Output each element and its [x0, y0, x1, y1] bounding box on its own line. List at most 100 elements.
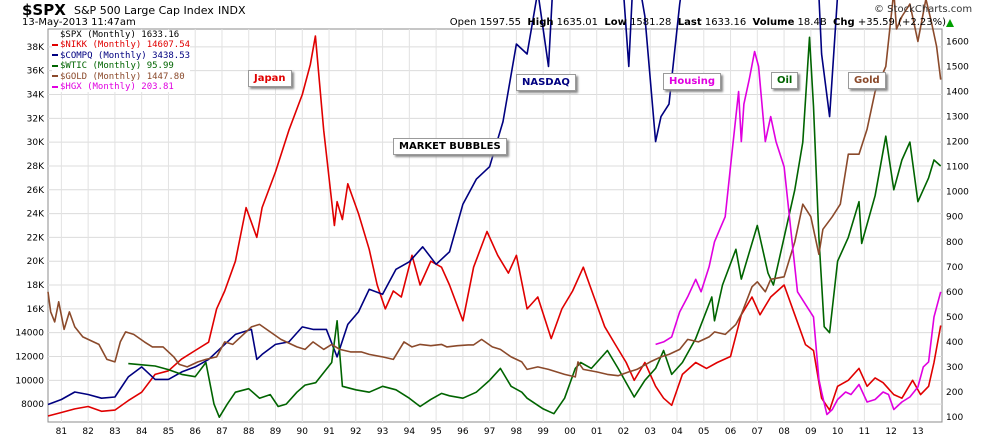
right-tick-label: 1500 [946, 63, 969, 73]
quote-line: Open 1597.55 High 1635.01 Low 1581.28 La… [450, 17, 946, 28]
open-value: 1597.55 [479, 17, 522, 28]
x-tick-label: 09 [805, 427, 817, 437]
last-value: 1633.16 [704, 17, 747, 28]
annotation-housing: Housing [663, 73, 722, 90]
ticker-name: S&P 500 Large Cap Index [74, 4, 214, 17]
left-tick-label: 16K [27, 305, 45, 315]
annotation-nasdaq: NASDAQ [516, 74, 576, 91]
x-tick-label: 86 [189, 427, 201, 437]
x-tick-label: 97 [484, 427, 495, 437]
x-tick-label: 82 [82, 427, 93, 437]
left-tick-label: 24K [27, 210, 45, 220]
left-tick-label: 28K [27, 162, 45, 172]
date-time: 13-May-2013 11:47am [22, 17, 136, 28]
annotation-japan: Japan [248, 70, 292, 87]
legend-text: $HGX (Monthly) 203.81 [60, 82, 174, 93]
legend-item-compq: $COMPQ (Monthly) 3438.53 [52, 51, 190, 61]
left-axis-ticks: 8000 10000 12000 14000 16K 18K 20K 22K 24K 26K 28K… [15, 43, 45, 410]
right-tick-label: 600 [946, 288, 963, 298]
x-tick-label: 12 [885, 427, 896, 437]
x-tick-label: 85 [163, 427, 174, 437]
series-lines [47, 0, 942, 418]
right-tick-label: 1100 [946, 163, 969, 173]
x-tick-label: 99 [537, 427, 549, 437]
legend-swatch [52, 43, 58, 46]
series-line-wtic [128, 36, 942, 418]
x-tick-label: 88 [243, 427, 255, 437]
legend-text: $NIKK (Monthly) 14607.54 [60, 40, 191, 51]
right-tick-label: 1000 [946, 188, 969, 198]
x-tick-label: 90 [297, 427, 309, 437]
grid-lines [48, 29, 942, 422]
legend-text: $SPX (Monthly) 1633.16 [60, 30, 180, 40]
chg-value: +35.59 (+2.23%) [857, 17, 946, 28]
series-line-hgx [655, 50, 942, 416]
volume-label: Volume [752, 17, 795, 28]
series-line-compq [47, 0, 839, 406]
right-tick-label: 900 [946, 213, 963, 223]
x-tick-label: 84 [136, 427, 148, 437]
high-label: High [527, 17, 554, 28]
x-tick-label: 95 [430, 427, 441, 437]
series-line-gold [47, 0, 942, 378]
x-tick-label: 05 [698, 427, 709, 437]
x-tick-label: 94 [404, 427, 416, 437]
annotation-market-bubbles: MARKET BUBBLES [393, 138, 507, 155]
x-tick-label: 06 [725, 427, 737, 437]
legend-swatch [52, 54, 58, 57]
x-tick-label: 93 [377, 427, 388, 437]
legend-text: $COMPQ (Monthly) 3438.53 [60, 50, 191, 61]
left-tick-label: 34K [27, 91, 45, 101]
up-arrow-icon [946, 19, 954, 27]
x-tick-label: 02 [618, 427, 629, 437]
legend-text: $GOLD (Monthly) 1447.80 [60, 71, 185, 82]
x-tick-label: 13 [912, 427, 923, 437]
right-tick-label: 700 [946, 263, 963, 273]
legend-swatch [52, 75, 58, 78]
legend-swatch [52, 64, 58, 67]
ticker-exchange: INDX [218, 4, 246, 17]
right-tick-label: 1200 [946, 138, 969, 148]
low-label: Low [604, 17, 627, 28]
x-tick-label: 98 [511, 427, 523, 437]
x-tick-label: 01 [591, 427, 602, 437]
x-tick-label: 11 [859, 427, 870, 437]
left-tick-label: 12000 [15, 353, 44, 363]
right-tick-label: 100 [946, 413, 963, 423]
right-tick-label: 200 [946, 388, 963, 398]
x-tick-label: 89 [270, 427, 282, 437]
x-tick-label: 07 [752, 427, 763, 437]
x-tick-label: 10 [832, 427, 844, 437]
x-tick-label: 81 [56, 427, 67, 437]
legend-item-gold: $GOLD (Monthly) 1447.80 [52, 72, 190, 82]
left-tick-label: 36K [27, 67, 45, 77]
x-tick-label: 00 [564, 427, 576, 437]
ticker-symbol: $SPX [22, 1, 66, 19]
right-tick-label: 800 [946, 238, 963, 248]
right-tick-label: 500 [946, 313, 963, 323]
x-tick-label: 92 [350, 427, 361, 437]
x-tick-label: 91 [323, 427, 334, 437]
high-value: 1635.01 [556, 17, 599, 28]
chg-label: Chg [833, 17, 855, 28]
left-tick-label: 10000 [15, 376, 44, 386]
left-tick-label: 38K [27, 43, 45, 53]
legend-item-nikk: $NIKK (Monthly) 14607.54 [52, 40, 190, 50]
legend-text: $WTIC (Monthly) 95.99 [60, 61, 174, 72]
stockcharts-brand: © StockCharts.com [874, 4, 973, 15]
left-tick-label: 26K [27, 186, 45, 196]
low-value: 1581.28 [630, 17, 672, 28]
left-tick-label: 32K [27, 114, 45, 124]
left-tick-label: 18K [27, 281, 45, 291]
legend: $SPX (Monthly) 1633.16 $NIKK (Monthly) 1… [52, 30, 191, 93]
annotation-gold: Gold [848, 72, 886, 89]
annotation-oil: Oil [771, 72, 799, 89]
left-tick-label: 20K [27, 257, 45, 267]
series-line-nikk [47, 35, 942, 417]
left-tick-label: 30K [27, 138, 45, 148]
legend-swatch [52, 85, 58, 88]
right-tick-label: 400 [946, 338, 963, 348]
legend-item-wtic: $WTIC (Monthly) 95.99 [52, 61, 190, 71]
left-tick-label: 22K [27, 233, 45, 243]
legend-item-spx: $SPX (Monthly) 1633.16 [52, 30, 190, 40]
